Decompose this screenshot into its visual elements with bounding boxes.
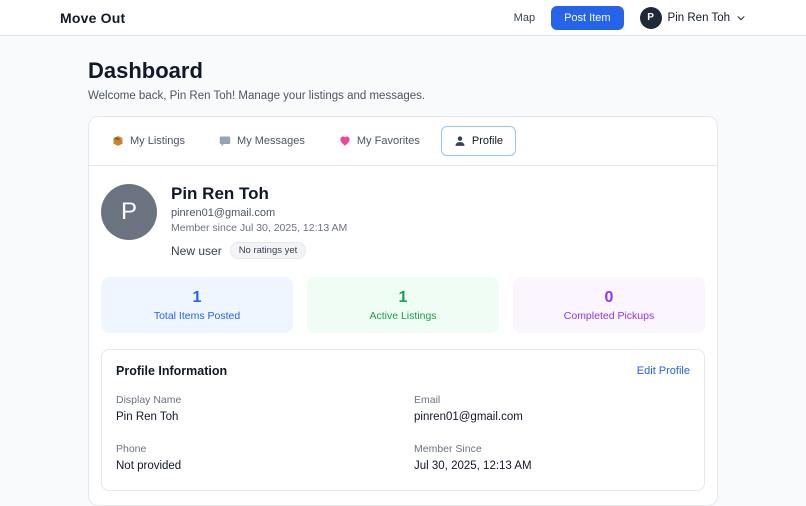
tab-label: Profile bbox=[471, 135, 504, 147]
profile-panel: P Pin Ren Toh pinren01@gmail.com Member … bbox=[89, 166, 717, 505]
page-subtitle: Welcome back, Pin Ren Toh! Manage your l… bbox=[88, 90, 426, 102]
profile-name: Pin Ren Toh bbox=[171, 184, 269, 203]
profile-information-title: Profile Information bbox=[116, 364, 228, 378]
chevron-down-icon bbox=[736, 13, 746, 23]
tab-my-favorites[interactable]: My Favorites bbox=[326, 126, 433, 156]
nav-right: Map Post Item P Pin Ren Toh bbox=[513, 5, 746, 30]
stat-value: 0 bbox=[604, 288, 614, 306]
stats-row: 1 Total Items Posted 1 Active Listings 0… bbox=[101, 277, 705, 333]
main-content: Dashboard Welcome back, Pin Ren Toh! Man… bbox=[88, 36, 718, 506]
profile-email: pinren01@gmail.com bbox=[171, 207, 276, 219]
tab-label: My Favorites bbox=[356, 135, 420, 147]
page-title: Dashboard bbox=[88, 58, 203, 83]
field-member-since: Member Since Jul 30, 2025, 12:13 AM bbox=[414, 443, 690, 472]
edit-profile-link[interactable]: Edit Profile bbox=[636, 365, 690, 377]
field-phone: Phone Not provided bbox=[116, 443, 392, 472]
stat-total-items: 1 Total Items Posted bbox=[101, 277, 293, 333]
stat-label: Completed Pickups bbox=[563, 309, 655, 322]
field-value: Not provided bbox=[116, 460, 182, 472]
nav-user-name: Pin Ren Toh bbox=[667, 11, 730, 24]
field-email: Email pinren01@gmail.com bbox=[414, 394, 690, 423]
user-menu[interactable]: P Pin Ren Toh bbox=[639, 6, 746, 29]
profile-details: Pin Ren Toh pinren01@gmail.com Member si… bbox=[171, 184, 347, 259]
user-status-label: New user bbox=[171, 243, 222, 258]
stat-value: 1 bbox=[192, 288, 202, 306]
package-icon bbox=[112, 135, 124, 147]
top-nav: Move Out Map Post Item P Pin Ren Toh bbox=[0, 0, 806, 36]
profile-header: P Pin Ren Toh pinren01@gmail.com Member … bbox=[101, 182, 705, 273]
field-label: Display Name bbox=[116, 394, 182, 406]
stat-label: Active Listings bbox=[369, 309, 437, 322]
stat-label: Total Items Posted bbox=[153, 309, 241, 322]
tab-label: My Listings bbox=[130, 135, 186, 147]
profile-status-row: New user No ratings yet bbox=[171, 242, 347, 259]
nav-avatar: P bbox=[639, 6, 662, 29]
field-label: Phone bbox=[116, 443, 147, 455]
post-item-button[interactable]: Post Item bbox=[551, 5, 624, 30]
person-icon bbox=[454, 135, 466, 147]
stat-completed-pickups: 0 Completed Pickups bbox=[513, 277, 705, 333]
field-value: Jul 30, 2025, 12:13 AM bbox=[414, 460, 532, 472]
field-value: pinren01@gmail.com bbox=[414, 411, 523, 423]
profile-information-card: Profile Information Edit Profile Display… bbox=[101, 349, 705, 491]
profile-member-since: Member since Jul 30, 2025, 12:13 AM bbox=[171, 222, 348, 234]
profile-information-header: Profile Information Edit Profile bbox=[116, 364, 690, 378]
chat-icon bbox=[219, 135, 231, 147]
dashboard-card: My Listings My Messages My Favorites Pro… bbox=[88, 116, 718, 506]
stat-value: 1 bbox=[398, 288, 408, 306]
ratings-badge: No ratings yet bbox=[229, 242, 307, 259]
field-label: Member Since bbox=[414, 443, 482, 455]
tab-my-listings[interactable]: My Listings bbox=[99, 126, 198, 156]
profile-avatar: P bbox=[101, 184, 157, 240]
field-label: Email bbox=[414, 394, 441, 406]
tab-label: My Messages bbox=[237, 135, 305, 147]
heart-icon bbox=[339, 135, 351, 147]
brand-logo[interactable]: Move Out bbox=[60, 9, 126, 26]
profile-information-grid: Display Name Pin Ren Toh Email pinren01@… bbox=[116, 394, 690, 472]
field-value: Pin Ren Toh bbox=[116, 411, 179, 423]
stat-active-listings: 1 Active Listings bbox=[307, 277, 499, 333]
map-link[interactable]: Map bbox=[513, 11, 536, 24]
field-display-name: Display Name Pin Ren Toh bbox=[116, 394, 392, 423]
tab-bar: My Listings My Messages My Favorites Pro… bbox=[89, 117, 717, 166]
tab-profile[interactable]: Profile bbox=[440, 126, 517, 156]
tab-my-messages[interactable]: My Messages bbox=[206, 126, 318, 156]
